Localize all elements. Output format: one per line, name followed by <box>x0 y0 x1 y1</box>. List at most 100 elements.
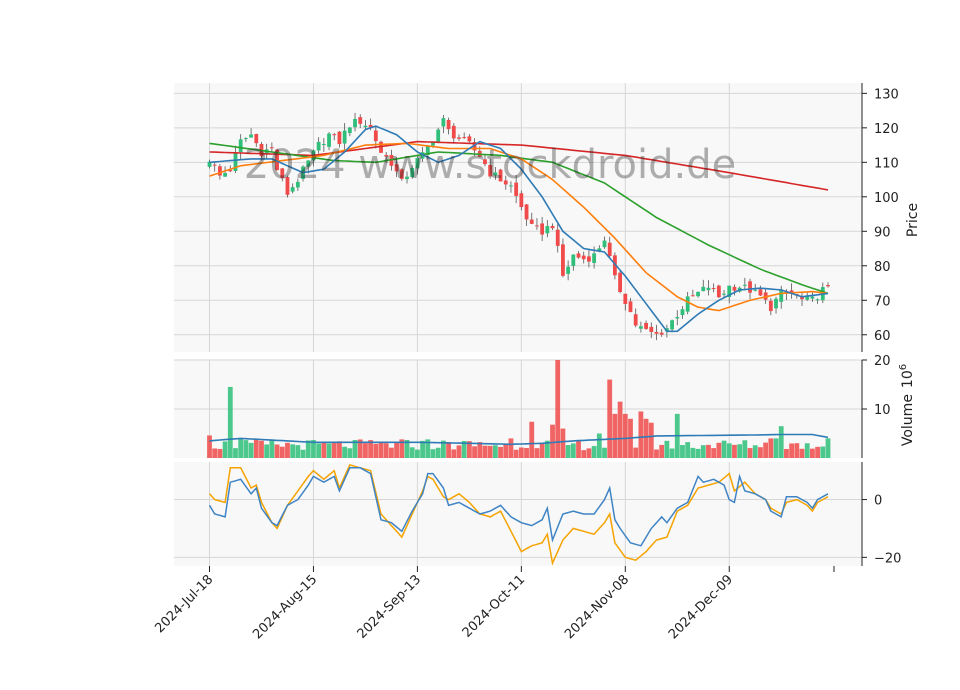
price-ytick-label: 70 <box>874 294 891 309</box>
volume-bar <box>612 413 618 458</box>
candle-down <box>446 119 451 130</box>
volume-bar <box>716 442 722 458</box>
volume-axis-label-word: Volume <box>900 394 916 446</box>
x-tick-label: 2024-Aug-15 <box>250 572 320 642</box>
candle-down <box>488 164 493 177</box>
candle-down <box>384 154 389 157</box>
volume-bar <box>784 448 789 458</box>
oscillator-orange-line <box>208 464 829 566</box>
candle-down <box>217 166 222 176</box>
candle-down <box>711 288 716 290</box>
volume-panel: 10 20 <box>174 354 891 458</box>
volume-bar <box>758 447 763 458</box>
price-ytick-label: 120 <box>874 122 899 137</box>
volume-scale-base: 10 <box>900 370 916 388</box>
volume-bar <box>487 445 493 458</box>
candle-up <box>592 253 597 263</box>
candle-up <box>207 161 212 167</box>
volume-bar <box>368 440 374 458</box>
volume-bar <box>425 439 431 458</box>
candle-up <box>701 286 706 292</box>
volume-bar <box>752 445 758 458</box>
volume-ytick-label: 20 <box>874 354 891 369</box>
volume-bar <box>227 386 233 458</box>
candle-down <box>581 255 586 260</box>
candle-down <box>633 314 638 326</box>
volume-bar <box>602 447 607 458</box>
volume-bar <box>378 442 384 458</box>
candle-up <box>405 176 409 180</box>
volume-bar <box>253 439 259 458</box>
candle-down <box>535 225 539 227</box>
candle-down <box>457 137 461 139</box>
candle-down <box>758 289 763 296</box>
volume-bar <box>711 448 717 458</box>
volume-bar <box>560 428 566 458</box>
volume-bar <box>212 448 218 458</box>
volume-bar <box>768 438 774 458</box>
volume-bar <box>680 445 685 458</box>
candle-down <box>826 285 830 287</box>
candle-down <box>337 131 342 145</box>
candle-down <box>587 256 591 262</box>
volume-bar <box>570 443 576 458</box>
candle-down <box>690 295 695 297</box>
volume-bar <box>456 445 462 458</box>
candle-down <box>462 137 467 139</box>
price-ytick-label: 60 <box>874 329 891 344</box>
candle-up <box>774 298 778 309</box>
volume-bar <box>337 441 342 458</box>
volume-bar <box>576 440 581 458</box>
volume-bar <box>238 438 244 458</box>
candle-up <box>566 266 571 274</box>
volume-bar <box>524 448 529 458</box>
volume-bar <box>492 445 498 458</box>
candle-up <box>238 139 243 153</box>
candle-up <box>810 296 815 299</box>
volume-average-line <box>209 433 829 446</box>
volume-bar <box>503 443 509 458</box>
candle-down <box>524 204 529 220</box>
volume-bar <box>825 438 831 458</box>
candle-down <box>716 285 721 298</box>
candle-up <box>249 134 253 138</box>
volume-bar <box>544 440 550 458</box>
candle-down <box>628 301 633 313</box>
candle-down <box>768 300 773 312</box>
candle-down <box>576 253 581 258</box>
candle-up <box>342 130 347 144</box>
candle-down <box>607 242 612 257</box>
volume-axis-label: Volume 106 <box>898 364 916 446</box>
candle-down <box>529 219 534 224</box>
volume-bar <box>274 444 280 458</box>
volume-bar <box>695 448 701 458</box>
price-ytick-label: 100 <box>874 191 899 206</box>
candle-down <box>472 142 477 151</box>
volume-bar <box>414 449 420 458</box>
candle-up <box>696 291 700 297</box>
candle-up <box>675 316 680 319</box>
candle-up <box>815 299 820 301</box>
candle-up <box>742 284 747 286</box>
candle-down <box>618 272 623 292</box>
volume-bar <box>648 422 654 458</box>
oscillator-ytick-label: 0 <box>874 494 882 509</box>
oscillator-ytick-label: −20 <box>874 551 901 566</box>
volume-bar <box>804 443 810 458</box>
volume-bar <box>285 442 290 458</box>
volume-bar <box>508 438 514 458</box>
volume-bar <box>295 445 301 458</box>
volume-bar <box>581 450 587 458</box>
volume-bar <box>799 448 805 458</box>
moving-average-orange-line <box>209 142 829 312</box>
candle-down <box>561 244 565 276</box>
candle-down <box>800 296 804 300</box>
candle-down <box>212 164 217 166</box>
volume-bar <box>446 442 451 458</box>
candle-down <box>659 332 664 335</box>
volume-bar <box>326 443 332 458</box>
x-tick-label: 2024-Jul-18 <box>152 572 216 636</box>
price-panel: 60 70 80 90 100 110 120 130 <box>174 83 899 352</box>
volume-bar <box>534 448 540 458</box>
volume-bar <box>633 447 639 458</box>
